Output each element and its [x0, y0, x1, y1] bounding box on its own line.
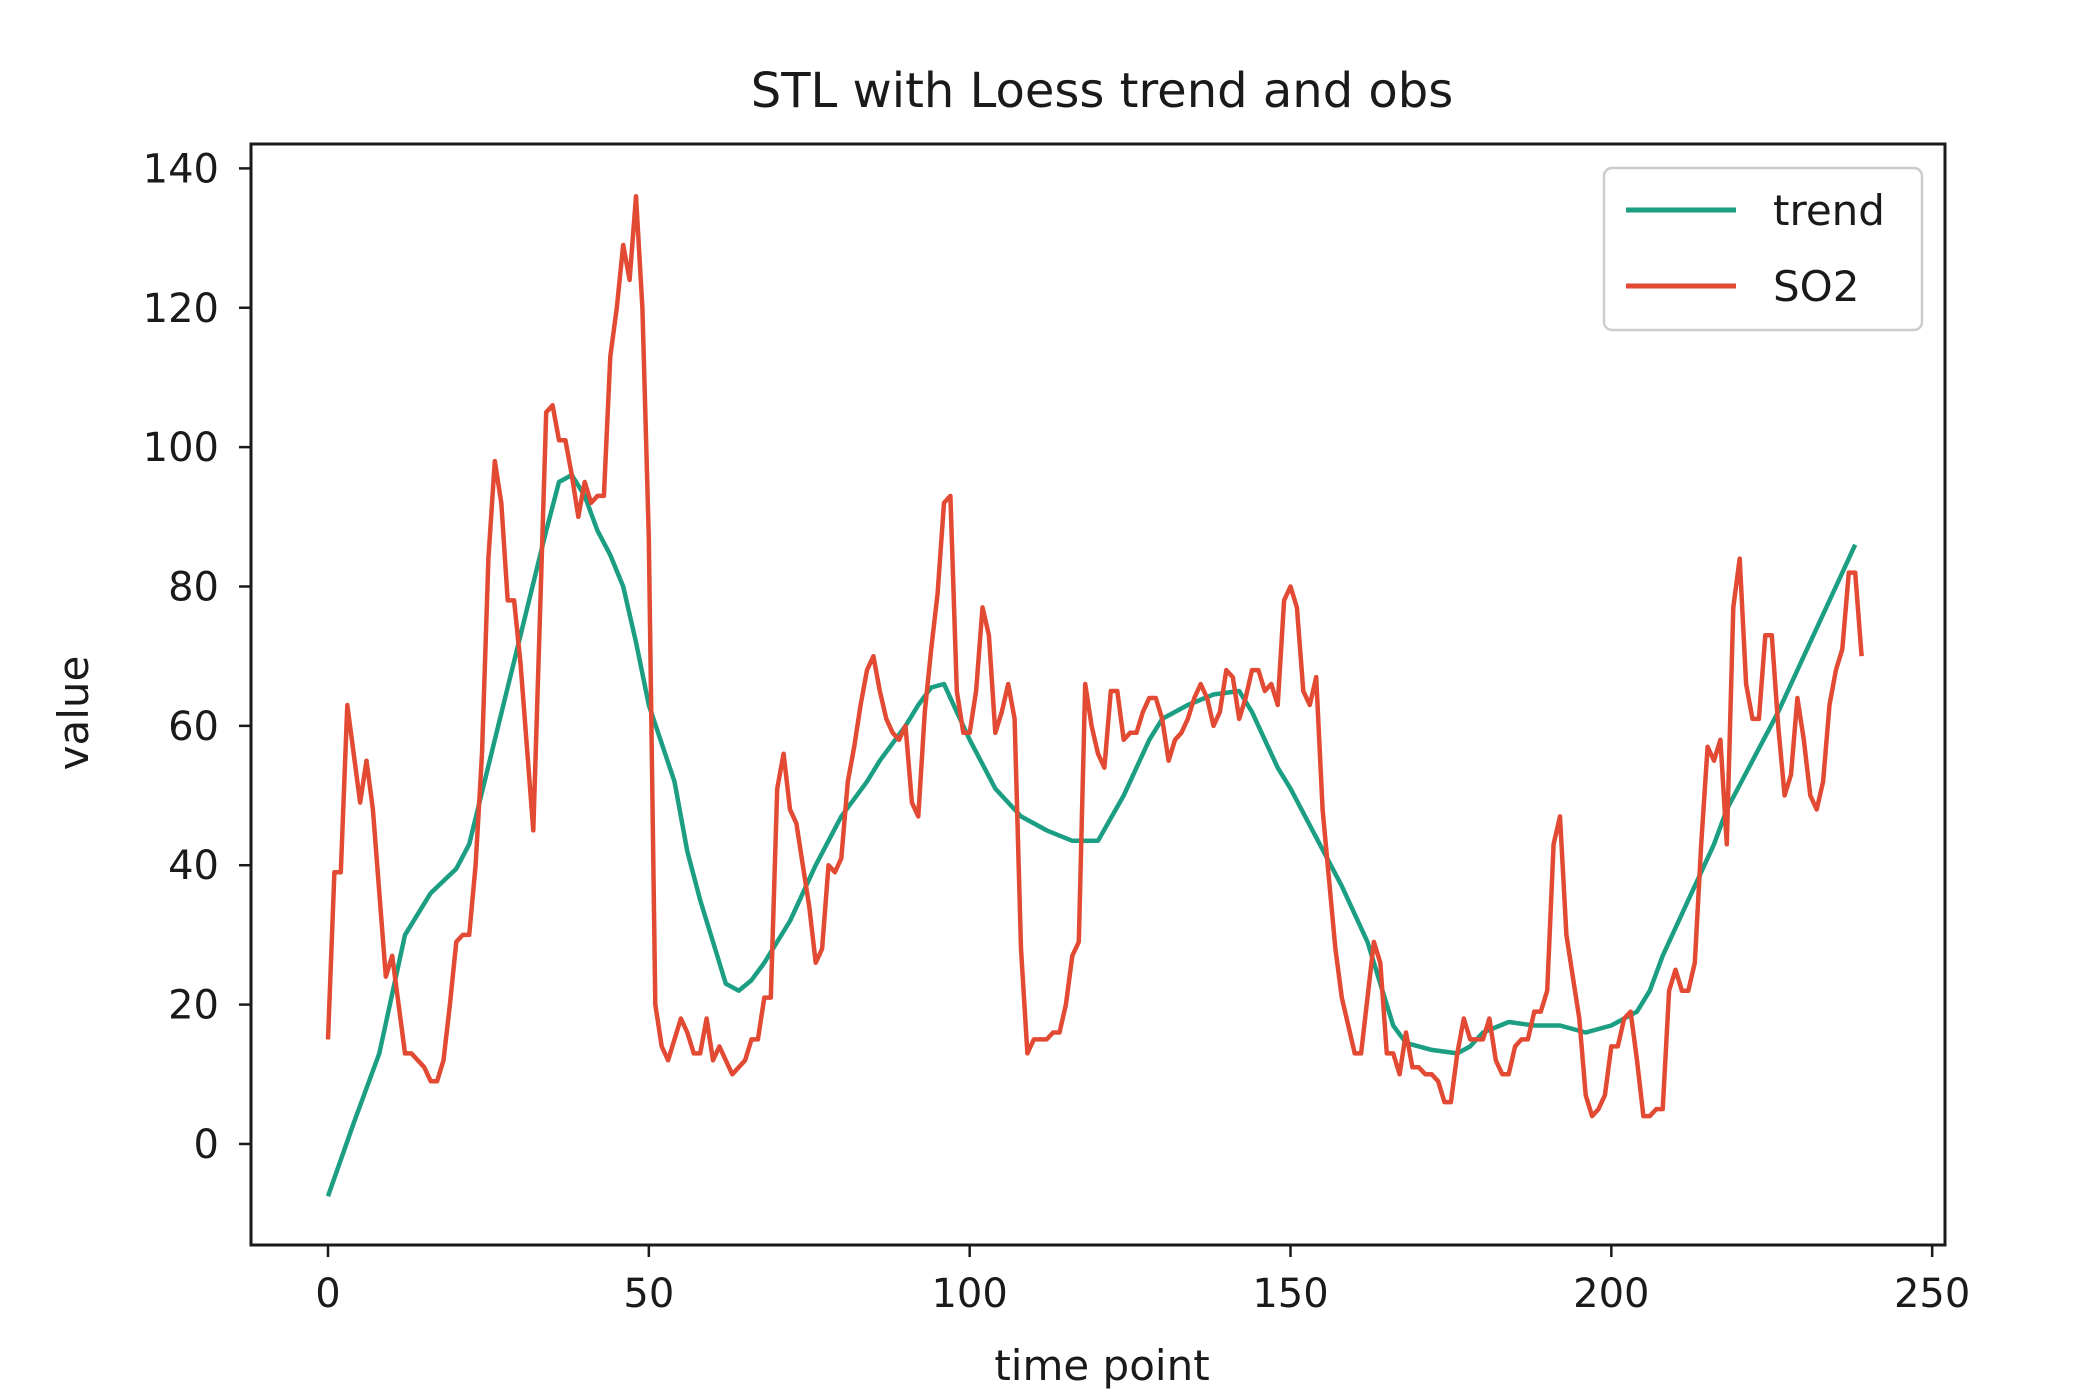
series-line-trend	[325, 472, 1858, 1197]
y-tick-label: 140	[143, 146, 219, 192]
y-tick-label: 100	[143, 425, 219, 471]
y-tick-label: 0	[194, 1122, 219, 1168]
x-tick-label: 250	[1894, 1271, 1970, 1317]
legend: trend SO2	[1602, 166, 1924, 332]
x-tick-label: 200	[1573, 1271, 1649, 1317]
series-layer	[325, 194, 1864, 1197]
y-tick-label: 120	[143, 286, 219, 332]
plot-frame	[249, 142, 1947, 1247]
series-line-so2	[325, 194, 1864, 1119]
x-tick-label: 150	[1252, 1271, 1328, 1317]
legend-label-so2: SO2	[1773, 262, 1859, 311]
y-axis-label: value	[49, 656, 98, 771]
x-axis-ticks: 0 50 100 150 200 250	[315, 1245, 1970, 1317]
x-tick-label: 50	[623, 1271, 674, 1317]
chart-title: STL with Loess trend and obs	[751, 63, 1454, 119]
x-tick-label: 0	[315, 1271, 340, 1317]
y-tick-label: 60	[168, 704, 219, 750]
y-tick-label: 40	[168, 843, 219, 889]
legend-label-trend: trend	[1773, 186, 1885, 235]
x-axis-label: time point	[994, 1341, 1209, 1390]
y-tick-label: 20	[168, 983, 219, 1029]
y-tick-label: 80	[168, 564, 219, 610]
y-axis-ticks: 0 20 40 60 80 100 120 140	[143, 146, 251, 1168]
x-tick-label: 100	[931, 1271, 1007, 1317]
